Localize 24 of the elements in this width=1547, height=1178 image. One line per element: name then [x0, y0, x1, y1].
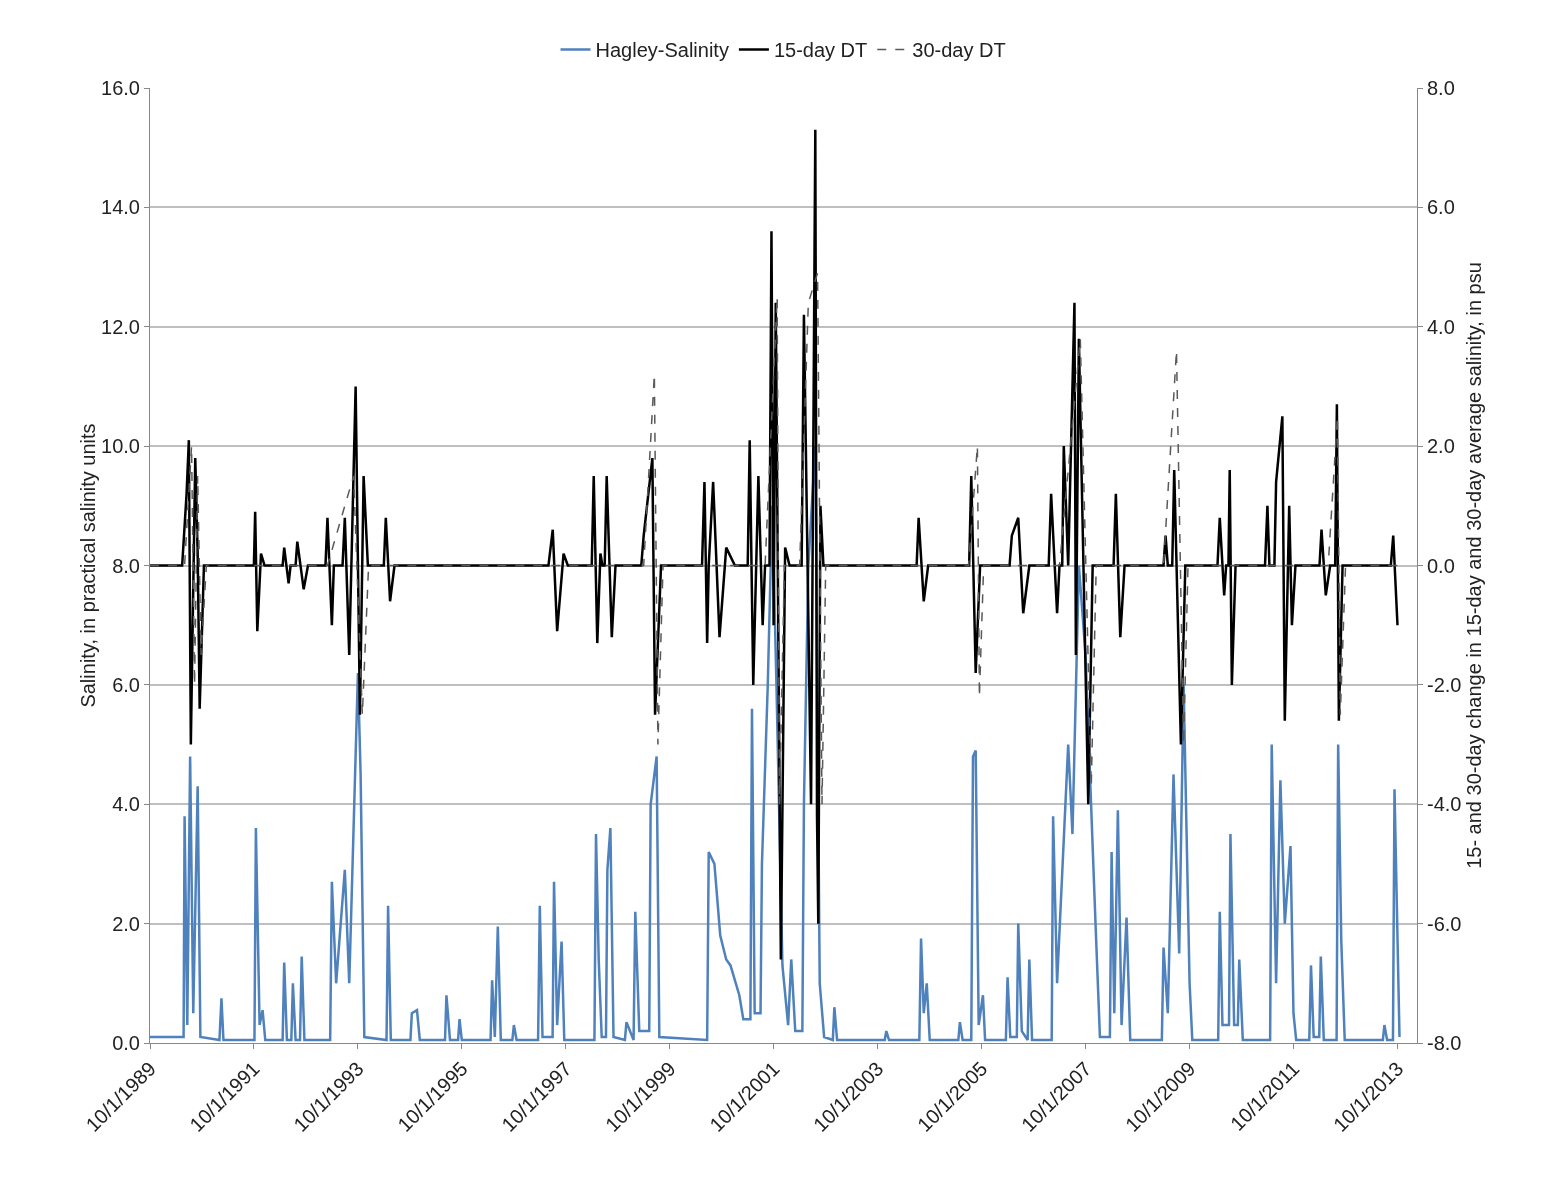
y-tick-label: 0.0 [112, 1032, 140, 1054]
line-series [150, 128, 1399, 961]
y-tick-label: 16.0 [101, 77, 140, 99]
y2-tick-label: -6.0 [1427, 912, 1462, 935]
y2-tick-label: -8.0 [1427, 1032, 1462, 1054]
y2-tick-label: 2.0 [1427, 435, 1455, 458]
y2-axis-title: 15- and 30-day change in 15-day and 30-day average salinity, in psu [1463, 262, 1486, 869]
y2-tick-label: -2.0 [1427, 673, 1462, 696]
y-tick-label: 12.0 [101, 315, 140, 338]
y-tick-label: 2.0 [112, 912, 140, 935]
legend-label: Hagley-Salinity [595, 39, 729, 62]
y2-tick-label: 6.0 [1427, 196, 1455, 219]
y-tick-label: 10.0 [101, 435, 140, 458]
y-tick-label: 14.0 [101, 196, 140, 219]
y-tick-label: 4.0 [112, 793, 140, 816]
y2-tick-label: -4.0 [1427, 793, 1462, 816]
y2-tick-label: 0.0 [1427, 554, 1455, 577]
y2-tick-label: 8.0 [1427, 77, 1455, 99]
y-tick-label: 8.0 [112, 554, 140, 577]
y-axis-title: Salinity, in practical salinity units [77, 423, 100, 708]
y-tick-label: 6.0 [112, 673, 140, 696]
legend-label: 30-day DT [912, 39, 1006, 62]
y2-tick-label: 4.0 [1427, 315, 1455, 338]
legend-label: 15-day DT [773, 39, 868, 62]
